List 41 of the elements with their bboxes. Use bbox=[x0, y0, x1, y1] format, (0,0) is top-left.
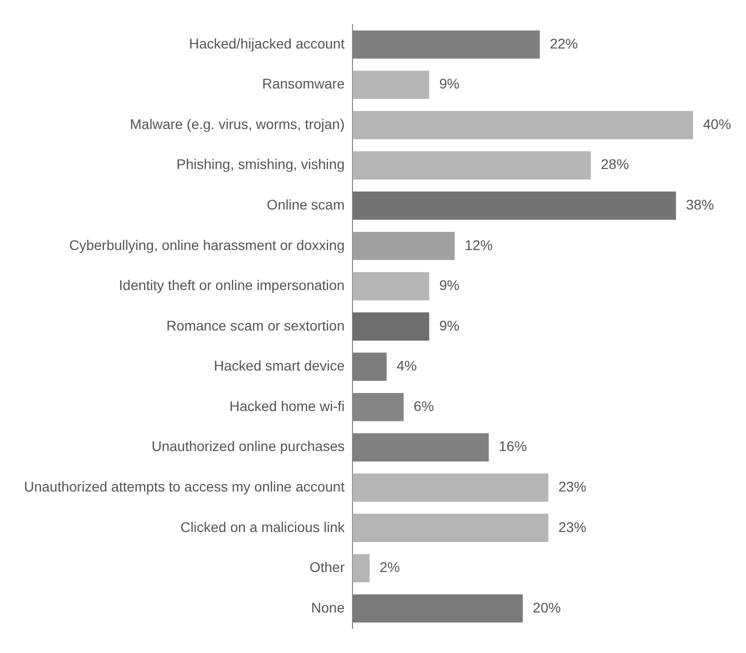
data-label: 22% bbox=[550, 35, 578, 52]
y-tick-label: Hacked/hijacked account bbox=[188, 35, 345, 52]
bar bbox=[352, 272, 430, 300]
bar bbox=[352, 554, 370, 582]
bar bbox=[352, 111, 693, 140]
data-label: 40% bbox=[703, 116, 732, 132]
bar bbox=[352, 70, 430, 99]
bar bbox=[352, 192, 676, 220]
y-tick-label: Clicked on a malicious link bbox=[180, 518, 346, 535]
y-tick-label: Hacked home wi-fi bbox=[229, 398, 345, 414]
y-tick-label: None bbox=[311, 599, 345, 616]
data-label: 9% bbox=[439, 76, 460, 92]
y-tick-label: Phishing, smishing, vishing bbox=[176, 156, 345, 172]
bar bbox=[352, 312, 430, 341]
data-label: 12% bbox=[464, 236, 493, 253]
data-label: 2% bbox=[380, 559, 400, 576]
y-tick-label: Romance scam or sextortion bbox=[166, 317, 345, 334]
data-label: 23% bbox=[558, 518, 586, 535]
y-tick-label: Cyberbullying, online harassment or doxxing bbox=[69, 236, 345, 253]
data-label: 4% bbox=[396, 358, 417, 374]
y-tick-label: Ransomware bbox=[262, 76, 345, 92]
y-tick-label: Identity theft or online impersonation bbox=[118, 277, 345, 294]
bar bbox=[352, 594, 523, 623]
bar bbox=[352, 151, 591, 180]
data-label: 20% bbox=[532, 599, 561, 616]
y-tick-label: Other bbox=[310, 559, 345, 576]
bar bbox=[352, 514, 548, 542]
data-label: 9% bbox=[439, 277, 460, 294]
data-label: 28% bbox=[600, 156, 629, 172]
y-tick-label: Unauthorized online purchases bbox=[152, 438, 345, 454]
data-label: 6% bbox=[414, 398, 434, 414]
y-tick-label: Online scam bbox=[266, 196, 345, 213]
y-tick-label: Hacked smart device bbox=[214, 358, 345, 374]
data-label: 23% bbox=[558, 478, 586, 494]
bar bbox=[352, 232, 455, 260]
data-label: 9% bbox=[439, 317, 460, 334]
data-label: 16% bbox=[498, 438, 527, 454]
y-tick-label: Malware (e.g. virus, worms, trojan) bbox=[130, 116, 345, 132]
y-tick-label: Unauthorized attempts to access my online account bbox=[24, 478, 345, 494]
bar bbox=[352, 474, 548, 502]
data-label: 38% bbox=[686, 196, 714, 213]
